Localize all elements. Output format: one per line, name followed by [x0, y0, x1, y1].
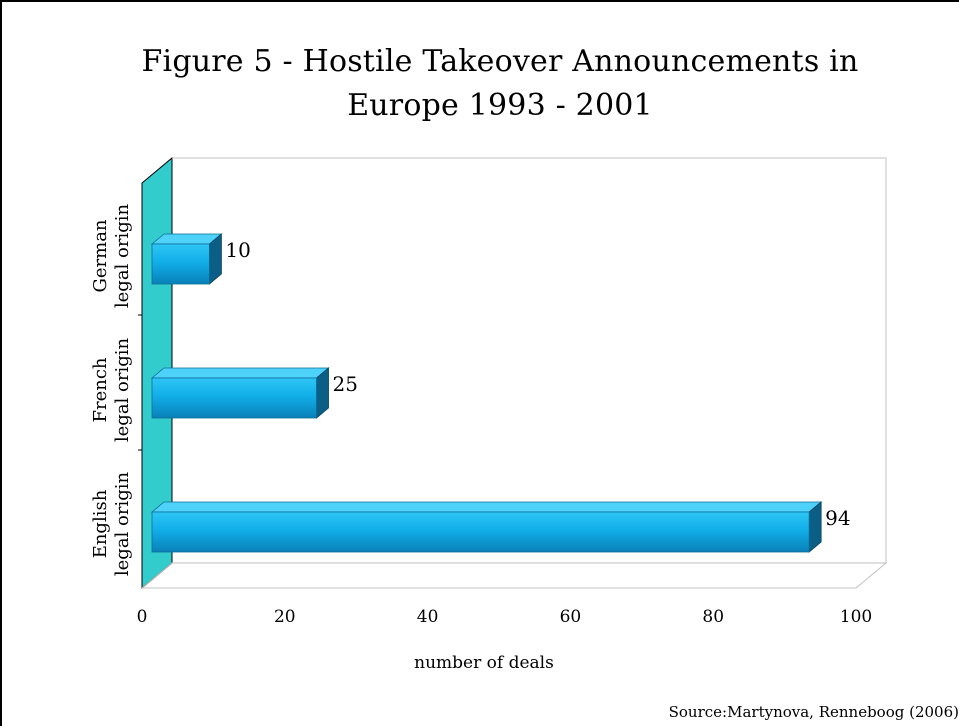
x-tick-label: 20 — [274, 607, 296, 627]
category-label-line: legal origin — [112, 337, 133, 442]
x-tick-label: 60 — [560, 607, 582, 627]
chart-title: Figure 5 - Hostile Takeover Announcement… — [100, 40, 900, 128]
category-label: Germanlegal origin — [90, 203, 133, 308]
bar-top-face — [150, 367, 330, 379]
floor-outline — [140, 562, 888, 589]
category-label-line: legal origin — [112, 471, 133, 576]
chart-title-line-2: Europe 1993 - 2001 — [347, 88, 653, 123]
bar-group: 94 Englishlegal origin — [90, 471, 851, 576]
bar — [151, 511, 810, 553]
chart-title-line-1: Figure 5 - Hostile Takeover Announcement… — [141, 44, 859, 79]
x-axis-label: number of deals — [414, 653, 554, 673]
bar-group: 10 Germanlegal origin — [90, 203, 251, 308]
category-label: Englishlegal origin — [90, 471, 133, 576]
category-label-line: German — [90, 219, 111, 292]
back-wall-outline — [172, 157, 887, 563]
x-tick-label: 40 — [417, 607, 439, 627]
category-label-line: legal origin — [112, 203, 133, 308]
bar-top-face — [150, 501, 823, 513]
bar-data-label: 25 — [333, 372, 358, 396]
category-label-line: English — [90, 489, 111, 558]
category-label: Frenchlegal origin — [90, 337, 133, 442]
x-tick-label: 100 — [840, 607, 872, 627]
bar — [151, 243, 210, 285]
x-tick-label: 0 — [137, 607, 148, 627]
bar-data-label: 10 — [225, 238, 250, 262]
bar-data-label: 94 — [825, 506, 850, 530]
category-label-line: French — [90, 357, 111, 422]
source-note: Source:Martynova, Renneboog (2006) — [668, 703, 959, 721]
bar-group: 25 Frenchlegal origin — [90, 337, 358, 442]
bar — [151, 377, 317, 419]
x-tick-label: 80 — [702, 607, 724, 627]
